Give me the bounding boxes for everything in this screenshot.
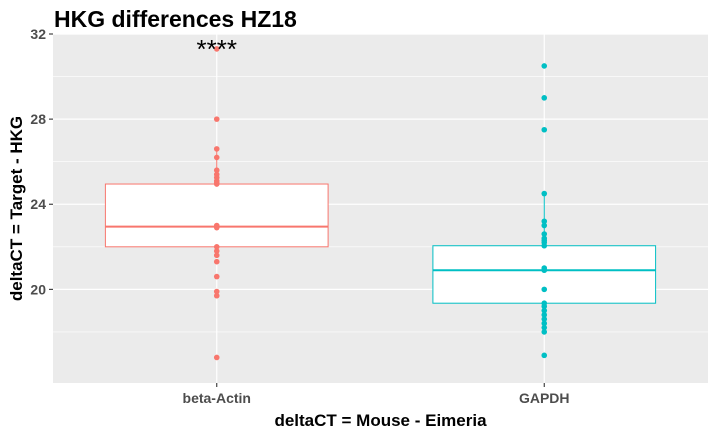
data-point xyxy=(541,324,548,331)
data-point xyxy=(541,352,548,359)
y-tick-label: 28 xyxy=(30,111,46,127)
data-point xyxy=(541,190,548,197)
data-point xyxy=(541,316,548,322)
data-point xyxy=(213,154,220,161)
data-point xyxy=(213,248,220,254)
x-axis: beta-Actin GAPDH xyxy=(183,383,570,406)
data-point xyxy=(541,95,548,101)
data-point xyxy=(213,288,220,295)
data-point xyxy=(213,258,220,265)
data-point xyxy=(213,273,220,280)
data-point xyxy=(541,320,548,327)
data-point xyxy=(541,231,548,237)
data-point xyxy=(541,222,548,229)
data-point xyxy=(213,146,220,152)
data-point xyxy=(213,354,220,361)
y-axis-title: deltaCT = Target - HKG xyxy=(7,116,26,301)
data-point xyxy=(213,292,220,299)
data-point xyxy=(541,307,548,314)
significance-label: **** xyxy=(197,34,237,64)
annotations: **** xyxy=(197,34,237,64)
data-point xyxy=(213,116,220,122)
chart-title: HKG differences HZ18 xyxy=(54,6,297,32)
data-point xyxy=(541,312,548,318)
data-point xyxy=(541,286,548,293)
y-axis: 20 24 28 32 xyxy=(30,26,53,297)
data-point xyxy=(213,181,220,187)
x-tick-label: beta-Actin xyxy=(183,390,251,406)
data-point xyxy=(541,329,548,335)
data-points xyxy=(213,46,548,361)
data-point xyxy=(213,244,220,250)
x-tick-label: GAPDH xyxy=(519,390,570,406)
data-point xyxy=(213,252,220,259)
data-point xyxy=(541,303,548,310)
data-point xyxy=(541,218,548,225)
data-point xyxy=(213,167,220,173)
x-axis-title: deltaCT = Mouse - Eimeria xyxy=(274,411,487,430)
boxplots xyxy=(104,148,657,333)
y-tick-label: 20 xyxy=(30,281,46,297)
data-point xyxy=(541,126,548,133)
data-point xyxy=(541,63,548,69)
y-tick-label: 32 xyxy=(30,26,46,42)
box-iqr xyxy=(432,245,657,304)
box-iqr xyxy=(104,183,329,248)
data-point xyxy=(541,267,548,274)
data-point xyxy=(213,224,220,231)
data-point xyxy=(541,242,548,249)
data-point xyxy=(213,46,220,52)
y-tick-label: 24 xyxy=(30,196,46,212)
